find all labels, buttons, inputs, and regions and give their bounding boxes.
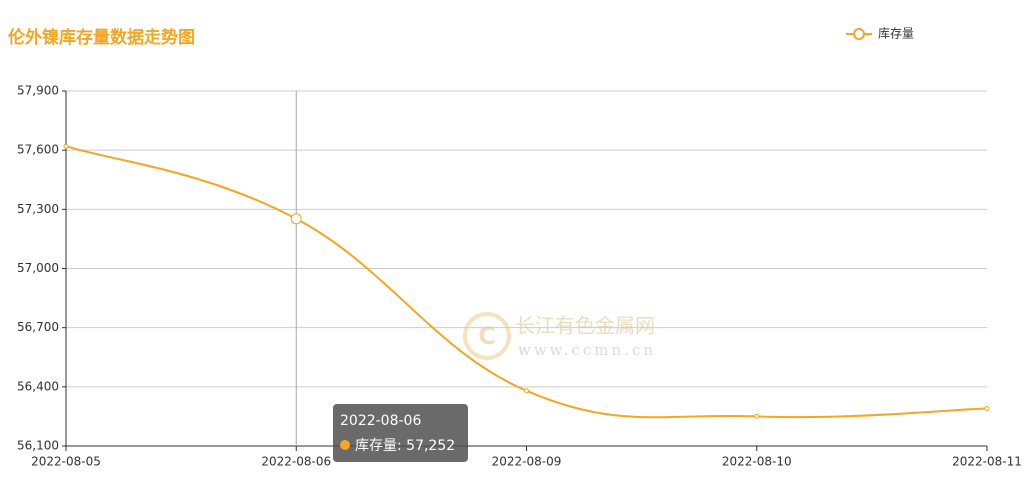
y-tick-label: 56,100: [17, 439, 59, 453]
chart-title: 伦外镍库存量数据走势图: [8, 27, 195, 48]
y-tick-label: 57,000: [17, 261, 59, 275]
x-tick-label: 2022-08-06: [261, 455, 331, 469]
watermark-text: 长江有色金属网: [515, 314, 655, 338]
point: [63, 143, 69, 149]
x-tick-label: 2022-08-10: [722, 455, 792, 469]
point: [984, 406, 990, 412]
tooltip-text: 库存量: 57,252: [355, 438, 455, 454]
tooltip-title: 2022-08-06: [340, 413, 421, 429]
x-tick-label: 2022-08-11: [952, 455, 1022, 469]
legend-label: 库存量: [878, 26, 914, 41]
tooltip-box: [333, 404, 468, 462]
legend-marker: [853, 28, 865, 40]
watermark: C 长江有色金属网 www.ccmn.cn: [463, 312, 656, 360]
line: [65, 145, 988, 419]
tooltip: 2022-08-06 库存量: 57,252: [333, 404, 468, 462]
y-tick-label: 57,300: [17, 202, 59, 216]
tooltip-marker: [340, 440, 350, 450]
point: [290, 213, 302, 225]
x-tick-label: 2022-08-05: [31, 455, 101, 469]
y-tick-label: 57,900: [17, 84, 59, 98]
y-tick-label: 56,700: [17, 320, 59, 334]
watermark-letter: C: [478, 322, 496, 350]
y-tick-label: 56,400: [17, 379, 59, 393]
point: [754, 413, 760, 419]
x-tick-label: 2022-08-09: [492, 455, 562, 469]
watermark-logo: [463, 312, 511, 360]
y-tick-label: 57,600: [17, 143, 59, 157]
watermark-url: www.ccmn.cn: [518, 341, 656, 359]
point: [524, 388, 529, 394]
